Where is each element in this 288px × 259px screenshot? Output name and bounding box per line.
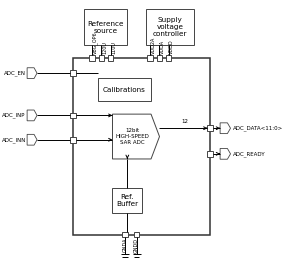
Text: Calibrations: Calibrations bbox=[103, 87, 146, 93]
Bar bbox=[146, 9, 194, 45]
Text: Ref.
Buffer: Ref. Buffer bbox=[116, 194, 139, 207]
Polygon shape bbox=[220, 123, 230, 134]
Text: GNDD: GNDD bbox=[134, 238, 139, 253]
Bar bbox=[73, 58, 210, 235]
Text: ADC_READY: ADC_READY bbox=[232, 151, 265, 157]
Bar bbox=[98, 78, 151, 101]
Text: Supply
voltage
controller: Supply voltage controller bbox=[153, 17, 187, 37]
Text: 110U: 110U bbox=[111, 41, 116, 54]
Text: GNDA: GNDA bbox=[122, 238, 127, 252]
Text: ADC_INN: ADC_INN bbox=[1, 137, 26, 143]
Bar bbox=[98, 55, 104, 61]
Bar bbox=[134, 232, 139, 237]
Bar bbox=[89, 55, 95, 61]
Text: VDD2A: VDD2A bbox=[151, 37, 156, 54]
Text: VDDA: VDDA bbox=[160, 40, 165, 54]
Polygon shape bbox=[27, 68, 37, 78]
Bar bbox=[166, 55, 171, 61]
Bar bbox=[113, 189, 142, 213]
Text: 12: 12 bbox=[181, 119, 188, 124]
Text: 12bit
HIGH-SPEED
SAR ADC: 12bit HIGH-SPEED SAR ADC bbox=[115, 128, 149, 145]
Polygon shape bbox=[113, 114, 160, 159]
Bar bbox=[108, 55, 113, 61]
Bar bbox=[122, 232, 128, 237]
Polygon shape bbox=[220, 148, 230, 159]
Text: VBG_OP6: VBG_OP6 bbox=[93, 31, 98, 54]
Bar bbox=[207, 151, 213, 157]
Bar bbox=[70, 113, 76, 118]
Bar bbox=[156, 55, 162, 61]
Text: ADC_DATA<11:0>: ADC_DATA<11:0> bbox=[232, 125, 283, 131]
Bar bbox=[84, 9, 127, 45]
Bar bbox=[207, 125, 213, 131]
Text: ADC_INP: ADC_INP bbox=[2, 113, 26, 118]
Text: Reference
source: Reference source bbox=[88, 20, 124, 33]
Polygon shape bbox=[27, 110, 37, 121]
Text: 120U: 120U bbox=[102, 41, 107, 54]
Text: VDDD: VDDD bbox=[169, 39, 175, 54]
Bar bbox=[70, 137, 76, 142]
Bar bbox=[70, 70, 76, 76]
Text: ADC_EN: ADC_EN bbox=[4, 70, 26, 76]
Bar bbox=[147, 55, 153, 61]
Polygon shape bbox=[27, 134, 37, 145]
